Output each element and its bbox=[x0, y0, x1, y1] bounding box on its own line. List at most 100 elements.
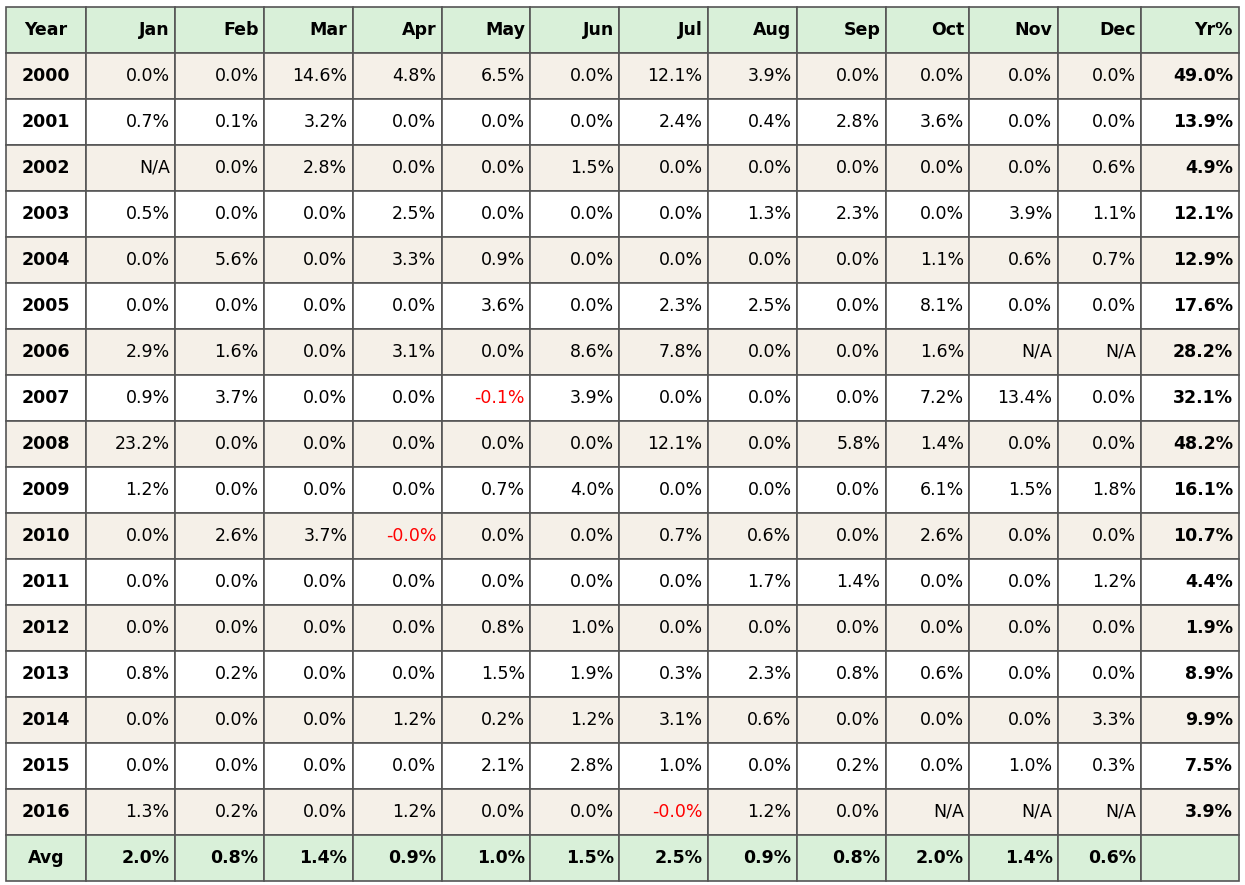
Bar bbox=[1058, 99, 1142, 145]
Text: 0.0%: 0.0% bbox=[1008, 67, 1052, 85]
Text: 2.5%: 2.5% bbox=[655, 849, 702, 866]
Text: 1.9%: 1.9% bbox=[570, 665, 614, 682]
Bar bbox=[530, 743, 619, 789]
Bar bbox=[86, 835, 176, 881]
Bar bbox=[86, 7, 176, 53]
Text: 0.2%: 0.2% bbox=[214, 665, 259, 682]
Bar bbox=[352, 99, 442, 145]
Text: 0.0%: 0.0% bbox=[570, 67, 614, 85]
Bar bbox=[797, 466, 885, 512]
Bar bbox=[1058, 283, 1142, 329]
Bar bbox=[969, 466, 1058, 512]
Text: 2.1%: 2.1% bbox=[481, 757, 525, 774]
Text: 0.0%: 0.0% bbox=[1008, 665, 1052, 682]
Text: 1.4%: 1.4% bbox=[1005, 849, 1052, 866]
Bar bbox=[264, 237, 352, 283]
Bar bbox=[264, 466, 352, 512]
Bar bbox=[264, 53, 352, 99]
Bar bbox=[86, 696, 176, 743]
Text: 2.5%: 2.5% bbox=[747, 296, 792, 315]
Text: 3.1%: 3.1% bbox=[659, 711, 702, 728]
Text: 2007: 2007 bbox=[22, 389, 71, 407]
Bar bbox=[176, 145, 264, 191]
Text: 0.8%: 0.8% bbox=[126, 665, 169, 682]
Bar bbox=[708, 512, 797, 558]
Text: 1.5%: 1.5% bbox=[481, 665, 525, 682]
Text: 0.0%: 0.0% bbox=[1092, 435, 1135, 453]
Text: Mar: Mar bbox=[310, 21, 347, 39]
Text: 0.0%: 0.0% bbox=[570, 803, 614, 820]
Bar bbox=[6, 696, 86, 743]
Bar bbox=[530, 375, 619, 421]
Bar bbox=[1058, 421, 1142, 466]
Bar bbox=[176, 329, 264, 375]
Text: 0.0%: 0.0% bbox=[837, 389, 880, 407]
Bar bbox=[176, 7, 264, 53]
Bar bbox=[619, 7, 708, 53]
Bar bbox=[619, 421, 708, 466]
Bar bbox=[530, 604, 619, 650]
Bar bbox=[885, 789, 969, 835]
Text: 13.4%: 13.4% bbox=[997, 389, 1052, 407]
Text: 0.5%: 0.5% bbox=[126, 205, 169, 223]
Text: 0.9%: 0.9% bbox=[481, 251, 525, 269]
Text: 4.4%: 4.4% bbox=[1185, 573, 1233, 591]
Text: 1.5%: 1.5% bbox=[1008, 481, 1052, 499]
Bar bbox=[264, 835, 352, 881]
Bar bbox=[352, 512, 442, 558]
Text: 1.4%: 1.4% bbox=[300, 849, 347, 866]
Bar bbox=[797, 375, 885, 421]
Text: 6.1%: 6.1% bbox=[920, 481, 964, 499]
Bar bbox=[264, 743, 352, 789]
Bar bbox=[708, 99, 797, 145]
Bar bbox=[885, 283, 969, 329]
Text: 0.0%: 0.0% bbox=[1092, 67, 1135, 85]
Bar bbox=[352, 696, 442, 743]
Text: 0.0%: 0.0% bbox=[659, 251, 702, 269]
Text: 3.6%: 3.6% bbox=[481, 296, 525, 315]
Bar bbox=[442, 743, 530, 789]
Text: 0.0%: 0.0% bbox=[837, 803, 880, 820]
Text: 2009: 2009 bbox=[22, 481, 71, 499]
Bar bbox=[969, 558, 1058, 604]
Bar bbox=[1142, 53, 1239, 99]
Text: 0.6%: 0.6% bbox=[1088, 849, 1135, 866]
Text: 0.0%: 0.0% bbox=[659, 205, 702, 223]
Bar bbox=[352, 7, 442, 53]
Bar bbox=[969, 375, 1058, 421]
Text: 2.0%: 2.0% bbox=[916, 849, 964, 866]
Text: 1.5%: 1.5% bbox=[565, 849, 614, 866]
Bar bbox=[1142, 558, 1239, 604]
Bar bbox=[708, 743, 797, 789]
Bar bbox=[885, 375, 969, 421]
Text: 0.0%: 0.0% bbox=[1008, 113, 1052, 131]
Bar bbox=[1142, 191, 1239, 237]
Text: 0.0%: 0.0% bbox=[659, 159, 702, 177]
Bar bbox=[442, 237, 530, 283]
Text: 0.0%: 0.0% bbox=[1008, 435, 1052, 453]
Text: 0.0%: 0.0% bbox=[1092, 619, 1135, 636]
Bar bbox=[176, 743, 264, 789]
Text: 0.9%: 0.9% bbox=[126, 389, 169, 407]
Text: 0.0%: 0.0% bbox=[747, 435, 792, 453]
Bar bbox=[176, 237, 264, 283]
Bar bbox=[442, 835, 530, 881]
Text: 0.0%: 0.0% bbox=[570, 251, 614, 269]
Bar bbox=[264, 696, 352, 743]
Text: 1.3%: 1.3% bbox=[126, 803, 169, 820]
Bar bbox=[530, 789, 619, 835]
Text: 0.0%: 0.0% bbox=[214, 757, 259, 774]
Bar bbox=[1058, 650, 1142, 696]
Text: 0.0%: 0.0% bbox=[481, 803, 525, 820]
Bar bbox=[86, 237, 176, 283]
Text: N/A: N/A bbox=[933, 803, 964, 820]
Text: 0.0%: 0.0% bbox=[214, 481, 259, 499]
Bar bbox=[708, 283, 797, 329]
Bar bbox=[442, 145, 530, 191]
Text: 32.1%: 32.1% bbox=[1173, 389, 1233, 407]
Bar bbox=[797, 99, 885, 145]
Text: 0.0%: 0.0% bbox=[920, 573, 964, 591]
Bar bbox=[86, 329, 176, 375]
Text: 0.0%: 0.0% bbox=[392, 159, 436, 177]
Text: 0.0%: 0.0% bbox=[214, 159, 259, 177]
